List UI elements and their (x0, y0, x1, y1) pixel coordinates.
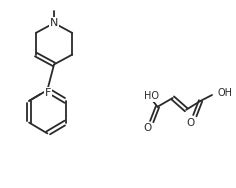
Text: O: O (144, 124, 152, 133)
Text: N: N (50, 18, 58, 28)
Text: O: O (187, 118, 195, 128)
Text: F: F (45, 88, 51, 98)
Text: OH: OH (218, 88, 233, 98)
Text: HO: HO (144, 91, 159, 101)
